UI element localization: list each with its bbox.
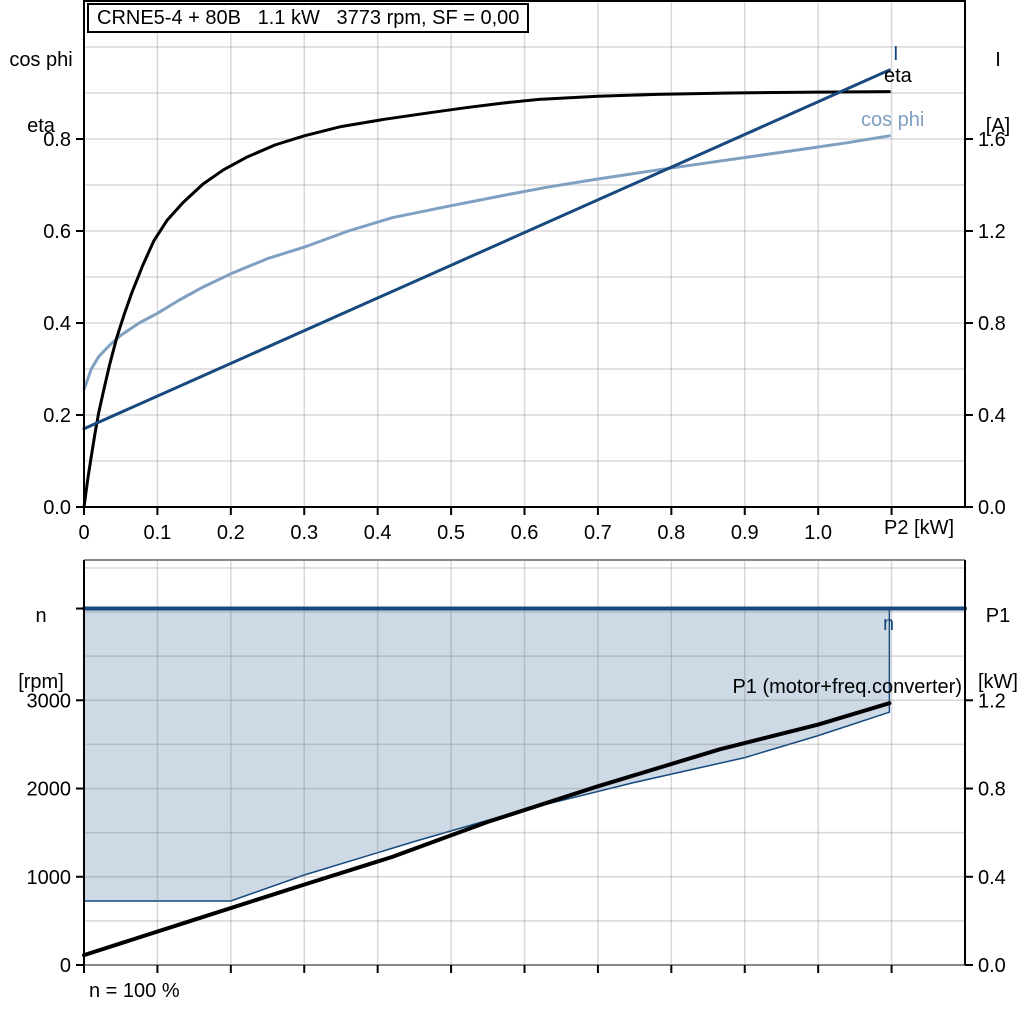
upper-right-axis-title: I [A] [974,5,1022,181]
axis-title-current: I [995,49,1001,71]
svg-text:1.2: 1.2 [978,221,1006,243]
svg-text:3000: 3000 [27,690,72,712]
svg-text:0.1: 0.1 [144,522,172,544]
svg-text:0.4: 0.4 [978,405,1006,427]
curve-p1-motor-freq-converter- [82,701,892,958]
x-axis-label-p2: P2 [kW] [884,517,955,539]
curve-label-current: I [893,43,899,65]
svg-text:0.6: 0.6 [511,522,539,544]
axis-title-p1: P1 [985,605,1011,627]
chart-title: CRNE5-4 + 80B 1.1 kW 3773 rpm, SF = 0,00 [87,3,530,33]
svg-text:0.4: 0.4 [364,522,392,544]
tick-labels-upper: 0 0.1 0.2 0.3 0.4 0.5 0.6 0.7 0.8 0.9 1.0 0.0 0.2 0.4… [43,129,1006,544]
svg-text:0.9: 0.9 [731,522,759,544]
curve-cos-phi [82,134,891,392]
curve-eta [82,90,891,509]
lower-right-axis-title: P1 [kW] [974,561,1022,737]
axis-title-current-unit: [A] [985,115,1011,137]
speed-footnote: n = 100 % [89,980,180,1002]
axis-title-speed: n [35,605,47,627]
tick-labels-lower: 0 1000 2000 3000 0.0 0.4 0.8 1.2 [27,690,1006,977]
svg-text:0.3: 0.3 [290,522,318,544]
curve-label-p1: P1 (motor+freq.converter) [732,676,962,698]
svg-text:0.8: 0.8 [978,313,1006,335]
svg-text:0.8: 0.8 [657,522,685,544]
svg-text:0.7: 0.7 [584,522,612,544]
svg-text:2000: 2000 [27,779,72,801]
axis-title-p1-unit: [kW] [978,671,1018,693]
svg-text:0.2: 0.2 [43,405,71,427]
svg-text:0.4: 0.4 [43,313,71,335]
svg-text:0.0: 0.0 [978,955,1006,977]
svg-text:0.5: 0.5 [437,522,465,544]
curve-label-eta: eta [884,65,912,87]
curve-i [82,68,891,431]
svg-text:0.2: 0.2 [217,522,245,544]
curve-label-speed: n [883,613,895,635]
axis-title-cosphi: cos phi [9,49,73,71]
svg-text:1.2: 1.2 [978,690,1006,712]
grid-upper [84,1,965,507]
upper-left-axis-title: cos phi eta [2,5,80,181]
axis-title-eta: eta [27,115,55,137]
svg-text:0.0: 0.0 [43,497,71,519]
svg-text:0: 0 [78,522,89,544]
axis-title-speed-unit: [rpm] [18,671,64,693]
svg-text:1000: 1000 [27,867,72,889]
ticks-lower [76,607,973,973]
svg-text:0.4: 0.4 [978,867,1006,889]
speed-range-area [83,607,891,902]
svg-text:0: 0 [60,955,71,977]
svg-text:0.0: 0.0 [978,497,1006,519]
svg-text:0.6: 0.6 [43,221,71,243]
svg-text:1.6: 1.6 [978,129,1006,151]
ticks-upper [76,138,973,515]
lower-left-axis-title: n [rpm] [2,561,80,737]
grid-lower [84,560,965,965]
svg-text:0.8: 0.8 [978,779,1006,801]
curve-label-cosphi: cos phi [861,109,925,131]
svg-text:0.8: 0.8 [43,129,71,151]
svg-text:1.0: 1.0 [804,522,832,544]
